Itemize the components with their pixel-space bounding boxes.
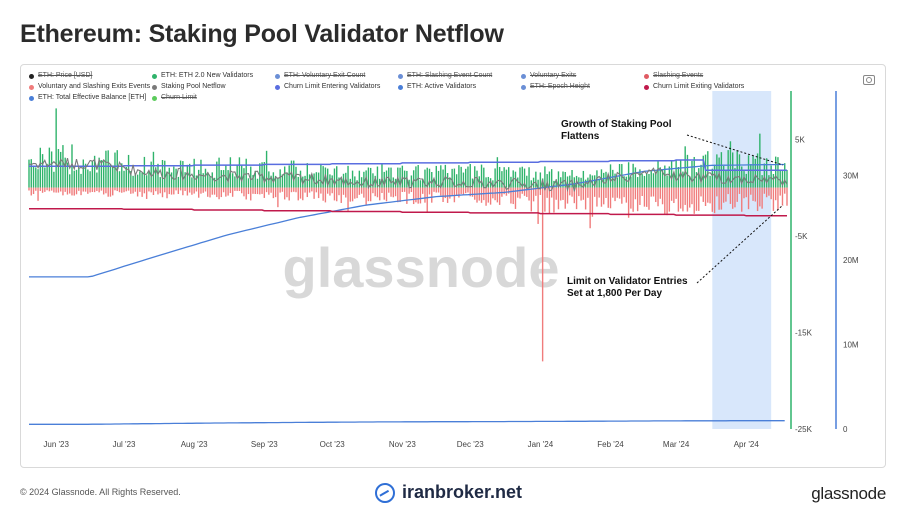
churn-limit-entering-line <box>29 159 787 171</box>
left-axis-tick-label: -15K <box>795 328 813 337</box>
annotation-growth-arrow <box>686 134 784 166</box>
legend-dot-icon <box>644 84 649 90</box>
churn-limit-exiting-line <box>29 208 787 217</box>
legend-dot-icon <box>29 73 34 79</box>
legend-dot-icon <box>521 84 526 90</box>
iranbroker-brand: iranbroker.net <box>375 482 522 503</box>
legend-label: ETH: Price [USD] <box>38 72 93 79</box>
left-axis-tick-label: -25K <box>795 425 813 434</box>
iranbroker-brand-text: iranbroker.net <box>402 482 523 502</box>
legend-label: Churn Limit Exiting Validators <box>653 83 745 90</box>
legend-item[interactable]: ETH: Total Effective Balance [ETH] <box>29 93 152 103</box>
annotation-line: Growth of Staking Pool <box>561 119 672 130</box>
right-axis-tick-label: 0 <box>843 425 848 434</box>
legend-item[interactable]: ETH: Voluntary Exit Count <box>275 71 398 81</box>
camera-icon[interactable] <box>863 75 875 85</box>
legend-item[interactable]: ETH: Active Validators <box>398 82 521 92</box>
legend-item[interactable]: Voluntary Exits <box>521 71 644 81</box>
legend-item[interactable]: Churn Limit Entering Validators <box>275 82 398 92</box>
x-axis-tick-label: Apr '24 <box>734 440 760 449</box>
legend-dot-icon <box>152 73 157 79</box>
legend-item[interactable]: ETH: Epoch Height <box>521 82 644 92</box>
legend-item[interactable]: Voluntary and Slashing Exits Events <box>29 82 152 92</box>
right-axis-tick-label: 10M <box>843 341 859 350</box>
highlight-band <box>712 91 772 429</box>
x-axis-tick-label: Jul '23 <box>113 440 136 449</box>
copyright-text: © 2024 Glassnode. All Rights Reserved. <box>20 487 181 497</box>
glassnode-brand: glassnode <box>811 484 886 503</box>
staking-pool-netflow-line <box>28 157 788 193</box>
legend-label: Staking Pool Netflow <box>161 83 226 90</box>
iranbroker-logo-icon <box>375 482 395 503</box>
legend-label: ETH: Total Effective Balance [ETH] <box>38 94 147 101</box>
annotation-limit-arrow <box>696 204 784 284</box>
legend-dot-icon <box>275 84 280 90</box>
legend-item[interactable]: ETH: ETH 2.0 New Validators <box>152 71 275 81</box>
x-axis-tick-label: Aug '23 <box>181 440 208 449</box>
legend-label: ETH: Voluntary Exit Count <box>284 72 366 79</box>
right-axis-tick-label: 20M <box>843 256 859 265</box>
legend-label: ETH: Slashing Event Count <box>407 72 493 79</box>
left-axis-tick-label: -5K <box>795 232 808 241</box>
legend-label: ETH: Epoch Height <box>530 83 590 90</box>
legend-dot-icon <box>152 95 157 101</box>
annotation-line: Set at 1,800 Per Day <box>567 288 662 299</box>
total-effective-balance-line <box>29 420 785 425</box>
x-axis-tick-label: Nov '23 <box>389 440 416 449</box>
x-axis-tick-label: Mar '24 <box>663 440 690 449</box>
watermark-text: glassnode <box>283 236 560 299</box>
legend-dot-icon <box>275 73 280 79</box>
right-axis-tick-label: 30M <box>843 172 859 181</box>
legend-dot-icon <box>521 73 526 79</box>
legend-label: Churn Limit Entering Validators <box>284 83 381 90</box>
legend-label: Voluntary and Slashing Exits Events <box>38 83 151 90</box>
annotation-limit-text: Limit on Validator Entries Set at 1,800 P… <box>567 276 688 299</box>
x-axis-tick-label: Jan '24 <box>528 440 554 449</box>
x-axis-tick-label: Dec '23 <box>457 440 484 449</box>
x-axis-tick-label: Sep '23 <box>251 440 278 449</box>
legend-dot-icon <box>152 84 157 90</box>
legend-label: Voluntary Exits <box>530 72 577 79</box>
legend-item[interactable]: Slashing Events <box>644 71 767 81</box>
left-axis-tick-label: 5K <box>795 135 805 144</box>
active-validators-line <box>29 163 785 278</box>
annotation-line: Flattens <box>561 131 600 142</box>
legend-label: ETH: ETH 2.0 New Validators <box>161 72 254 79</box>
legend-dot-icon <box>644 73 649 79</box>
legend-dot-icon <box>398 84 403 90</box>
legend-label: Slashing Events <box>653 72 704 79</box>
legend-item[interactable]: Churn Limit Exiting Validators <box>644 82 767 92</box>
chart-panel: ETH: Price [USD] ETH: ETH 2.0 New Validat… <box>20 64 886 468</box>
x-axis-tick-label: Feb '24 <box>597 440 624 449</box>
legend-item[interactable]: ETH: Price [USD] <box>29 71 152 81</box>
x-axis-tick-label: Jun '23 <box>43 440 69 449</box>
legend-label: ETH: Active Validators <box>407 83 477 90</box>
legend-dot-icon <box>29 84 34 90</box>
chart-title: Ethereum: Staking Pool Validator Netflow <box>20 20 504 48</box>
legend-item[interactable]: Churn Limit <box>152 93 275 103</box>
legend-dot-icon <box>29 95 34 101</box>
annotation-growth-text: Growth of Staking Pool Flattens <box>561 119 672 142</box>
legend-item[interactable]: ETH: Slashing Event Count <box>398 71 521 81</box>
annotation-line: Limit on Validator Entries <box>567 276 688 287</box>
legend-item[interactable]: Staking Pool Netflow <box>152 82 275 92</box>
x-axis-tick-label: Oct '23 <box>320 440 346 449</box>
legend-dot-icon <box>398 73 403 79</box>
chart-plot: glassnode 5K -5K -15K -25K 30M 20M 10M 0 Jun '23 J… <box>28 91 859 449</box>
legend-label: Churn Limit <box>161 94 197 101</box>
chart-legend: ETH: Price [USD] ETH: ETH 2.0 New Validat… <box>29 71 829 103</box>
